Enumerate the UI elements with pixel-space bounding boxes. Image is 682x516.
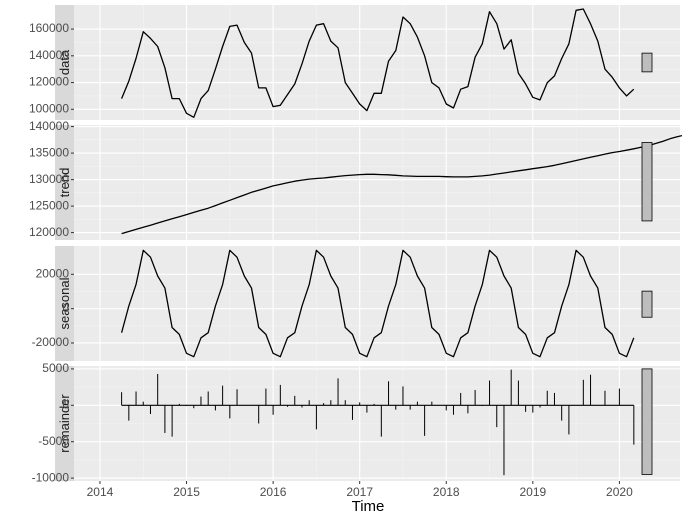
y-tick-label: -10000: [32, 470, 70, 484]
facet-panel: [74, 5, 680, 120]
y-tick-label: 160000: [29, 21, 69, 35]
facet-panel: [74, 246, 680, 361]
facet-strip-label: seasonal: [57, 277, 72, 329]
y-tick-label: 0: [62, 397, 69, 411]
facet-trend: trend 120000 125000 130000 135000 140000: [29, 119, 682, 240]
x-tick-label: 2016: [260, 485, 287, 499]
facet-panel: [74, 125, 680, 240]
y-tick-label: 120000: [29, 225, 69, 239]
x-tick-label: 2018: [433, 485, 460, 499]
facet-data: data 100000 120000 140000 160000: [29, 5, 680, 120]
y-tick-label: 135000: [29, 145, 69, 159]
x-tick-label: 2014: [87, 485, 114, 499]
x-tick-label: 2017: [346, 485, 373, 499]
facet-strip-label: data: [57, 49, 72, 75]
scale-bar: [641, 290, 653, 318]
scale-bar: [641, 368, 653, 475]
facet-remainder: remainder -10000 -5000 0 5000: [32, 361, 680, 484]
y-tick-label: 120000: [29, 75, 69, 89]
y-tick-label: 125000: [29, 198, 69, 212]
y-tick-label: 140000: [29, 119, 69, 133]
facet-strip-label: remainder: [57, 394, 72, 453]
y-tick-label: -5000: [38, 434, 69, 448]
y-tick-label: 140000: [29, 48, 69, 62]
y-tick-label: 100000: [29, 101, 69, 115]
y-tick-label: -20000: [32, 335, 70, 349]
x-axis-title: Time: [352, 498, 385, 515]
facet-strip-label: trend: [57, 168, 72, 198]
y-tick-label: 0: [62, 301, 69, 315]
y-tick-label: 5000: [42, 361, 69, 375]
x-tick-label: 2015: [173, 485, 200, 499]
series-line-seasonal: [120, 249, 635, 358]
y-tick-label: 130000: [29, 172, 69, 186]
scale-bar: [641, 52, 653, 73]
series-line-trend: [121, 134, 682, 235]
x-tick-label: 2020: [606, 485, 633, 499]
series-line-data: [120, 8, 635, 118]
x-tick-label: 2019: [519, 485, 546, 499]
facet-seasonal: seasonal -20000 0 20000: [32, 246, 680, 361]
scale-bar: [641, 142, 653, 222]
y-tick-label: 20000: [36, 266, 70, 280]
